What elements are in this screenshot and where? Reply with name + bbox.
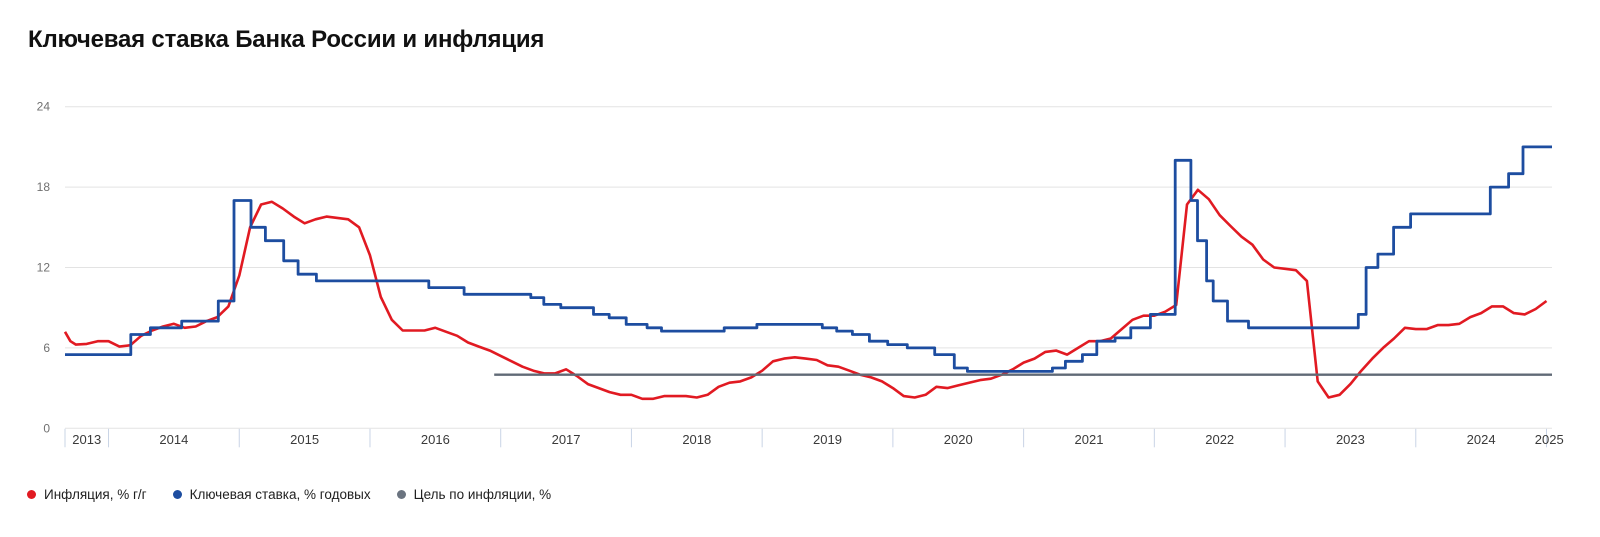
x-axis-year-label: 2025: [1535, 432, 1564, 447]
y-axis-tick-label: 6: [43, 341, 50, 355]
x-axis-year-label: 2018: [682, 432, 711, 447]
x-axis-year-label: 2016: [421, 432, 450, 447]
legend-item-label: Ключевая ставка, % годовых: [189, 486, 371, 502]
legend-item: Ключевая ставка, % годовых: [172, 486, 371, 502]
x-axis-year-label: 2022: [1205, 432, 1234, 447]
legend-item: Цель по инфляции, %: [396, 486, 552, 502]
x-axis-year-label: 2021: [1075, 432, 1104, 447]
page-title: Ключевая ставка Банка России и инфляция: [28, 26, 545, 53]
key-rate-step-line: [65, 145, 1552, 373]
x-axis-year-label: 2015: [290, 432, 319, 447]
legend-dot-icon: [172, 489, 182, 499]
x-axis-year-label: 2014: [159, 432, 188, 447]
x-axis-year-label: 2020: [944, 432, 973, 447]
legend-dot-icon: [27, 489, 36, 499]
x-axis-year-label: 2023: [1336, 432, 1365, 447]
y-axis-tick-label: 12: [37, 261, 51, 275]
x-axis-year-label: 2017: [552, 432, 581, 447]
y-axis-tick-label: 18: [37, 180, 51, 194]
legend-item: Инфляция, % г/г: [27, 487, 147, 502]
legend-dot-icon: [396, 489, 406, 499]
x-axis-year-label: 2013: [72, 432, 101, 447]
x-axis-year-label: 2024: [1467, 432, 1496, 447]
inflation-line: [63, 188, 1548, 401]
y-axis-tick-label: 0: [43, 421, 50, 435]
legend-item-label: Инфляция, % г/г: [44, 486, 147, 502]
chart-canvas: 0 6 12 18 24 2013 2014 2015 2016 2017 2018 2019 2020…: [37, 100, 1564, 448]
y-axis-tick-label: 24: [37, 100, 51, 114]
x-axis-year-label: 2019: [813, 432, 842, 447]
chart-legend: Инфляция, % г/г Ключевая ставка, % годовы…: [27, 483, 551, 505]
legend-item-label: Цель по инфляции, %: [413, 486, 552, 502]
